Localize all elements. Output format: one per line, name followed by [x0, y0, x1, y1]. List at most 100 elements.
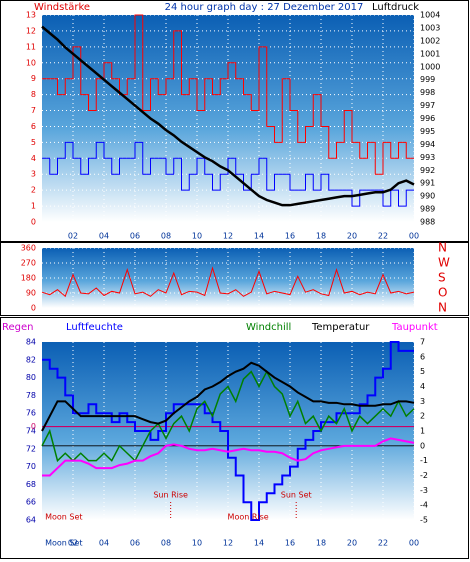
x-tick-label: 22	[378, 232, 388, 241]
y2-tick-label: 997	[420, 101, 435, 110]
y2-tick-label: 991	[420, 179, 435, 188]
legend-entry: Taupunkt	[391, 322, 438, 333]
y-tick-label: 12	[26, 26, 36, 35]
annotation: Moon Set	[45, 513, 82, 522]
y2-tick-label: W	[438, 256, 450, 270]
x-tick-label: 18	[316, 539, 326, 548]
y2-tick-label: N	[438, 301, 447, 315]
x-tick-label: 00	[409, 232, 419, 241]
y-tick-label: 11	[26, 42, 36, 51]
y-tick-label: 9	[31, 74, 36, 83]
x-tick-label: 04	[99, 232, 109, 241]
reference-label: 0	[31, 422, 36, 431]
y-tick-label: 78	[26, 391, 36, 400]
y-tick-label: 76	[26, 409, 36, 418]
x-tick-label: 18	[316, 232, 326, 241]
x-tick-label: 08	[161, 539, 171, 548]
y2-tick-label: 995	[420, 127, 435, 136]
y2-tick-label: O	[438, 286, 447, 300]
series-line	[42, 437, 415, 477]
y2-tick-label: 0	[420, 441, 425, 450]
y2-tick-label: 992	[420, 166, 435, 175]
x-tick-label: 10	[192, 232, 202, 241]
y2-tick-label: 999	[420, 75, 435, 84]
x-tick-label: 14	[254, 539, 264, 548]
y2-tick-label: 1001	[420, 49, 440, 58]
y2-tick-label: 993	[420, 153, 435, 162]
y-tick-label: 72	[26, 444, 36, 453]
left-axis-title: Windstärke	[34, 2, 90, 13]
y2-tick-label: 994	[420, 140, 435, 149]
y-tick-label: 8	[31, 90, 36, 99]
y2-tick-label: 988	[420, 218, 435, 227]
y2-tick-label: -1	[420, 456, 428, 465]
y-tick-label: 5	[31, 138, 36, 147]
y2-tick-label: 4	[420, 382, 425, 391]
y2-tick-label: 989	[420, 205, 435, 214]
x-tick-label: 02	[68, 539, 78, 548]
x-tick-label: 02	[68, 232, 78, 241]
y2-tick-label: -5	[420, 516, 428, 525]
series-line	[42, 341, 414, 521]
series-line	[41, 361, 415, 432]
y2-tick-label: 3	[420, 397, 425, 406]
series-line	[41, 370, 415, 463]
series-line	[42, 141, 414, 207]
legend-entry: Regen	[2, 322, 34, 333]
y2-tick-label: S	[438, 271, 446, 285]
series-line	[41, 25, 415, 207]
series-line	[41, 266, 415, 298]
annotation: Sun Rise	[153, 491, 188, 500]
y-tick-label: 7	[31, 106, 36, 115]
y-tick-label: 82	[26, 355, 36, 364]
y-tick-label: 64	[26, 516, 36, 525]
y2-tick-label: 1000	[420, 62, 440, 71]
y2-tick-label: 996	[420, 114, 435, 123]
y-tick-label: 270	[21, 259, 36, 268]
y-tick-label: 6	[31, 122, 36, 131]
y2-tick-label: 1002	[420, 36, 440, 45]
annotation: Sun Set	[281, 491, 312, 500]
y-tick-label: 0	[31, 218, 36, 227]
y-tick-label: 66	[26, 498, 36, 507]
y2-tick-label: 990	[420, 192, 435, 201]
annotation: Moon Set	[45, 539, 82, 548]
plot-area	[42, 15, 414, 222]
y-tick-label: 70	[26, 462, 36, 471]
y2-tick-label: -4	[420, 501, 428, 510]
legend-entry: Windchill	[246, 322, 291, 333]
y-tick-label: 3	[31, 170, 36, 179]
y-tick-label: 13	[26, 11, 36, 20]
y-tick-label: 80	[26, 373, 36, 382]
x-tick-label: 12	[223, 539, 233, 548]
annotation: Moon Rise	[228, 513, 269, 522]
y2-tick-label: 6	[420, 352, 425, 361]
x-tick-label: 00	[409, 539, 419, 548]
x-tick-label: 14	[254, 232, 264, 241]
x-tick-label: 08	[161, 232, 171, 241]
legend-entry: Temperatur	[311, 322, 370, 333]
x-tick-label: 10	[192, 539, 202, 548]
x-tick-label: 22	[378, 539, 388, 548]
y2-tick-label: 1004	[420, 11, 440, 20]
x-tick-label: 16	[285, 232, 295, 241]
y2-tick-label: 1003	[420, 23, 440, 32]
y-tick-label: 1	[31, 202, 36, 211]
y-tick-label: 4	[31, 154, 36, 163]
x-tick-label: 04	[99, 539, 109, 548]
series-line	[42, 14, 414, 175]
y2-tick-label: 2	[420, 412, 425, 421]
y-tick-label: 90	[26, 289, 36, 298]
x-tick-label: 20	[347, 539, 357, 548]
y2-tick-label: -3	[420, 486, 428, 495]
right-axis-title: Luftdruck	[372, 2, 419, 13]
y2-tick-label: 5	[420, 367, 425, 376]
y2-tick-label: -2	[420, 471, 428, 480]
y-tick-label: 360	[21, 244, 36, 253]
y-tick-label: 0	[31, 304, 36, 313]
y-tick-label: 180	[21, 274, 36, 283]
y-tick-label: 84	[26, 338, 36, 347]
legend-entry: Luftfeuchte	[66, 322, 123, 333]
y-tick-label: 2	[31, 186, 36, 195]
